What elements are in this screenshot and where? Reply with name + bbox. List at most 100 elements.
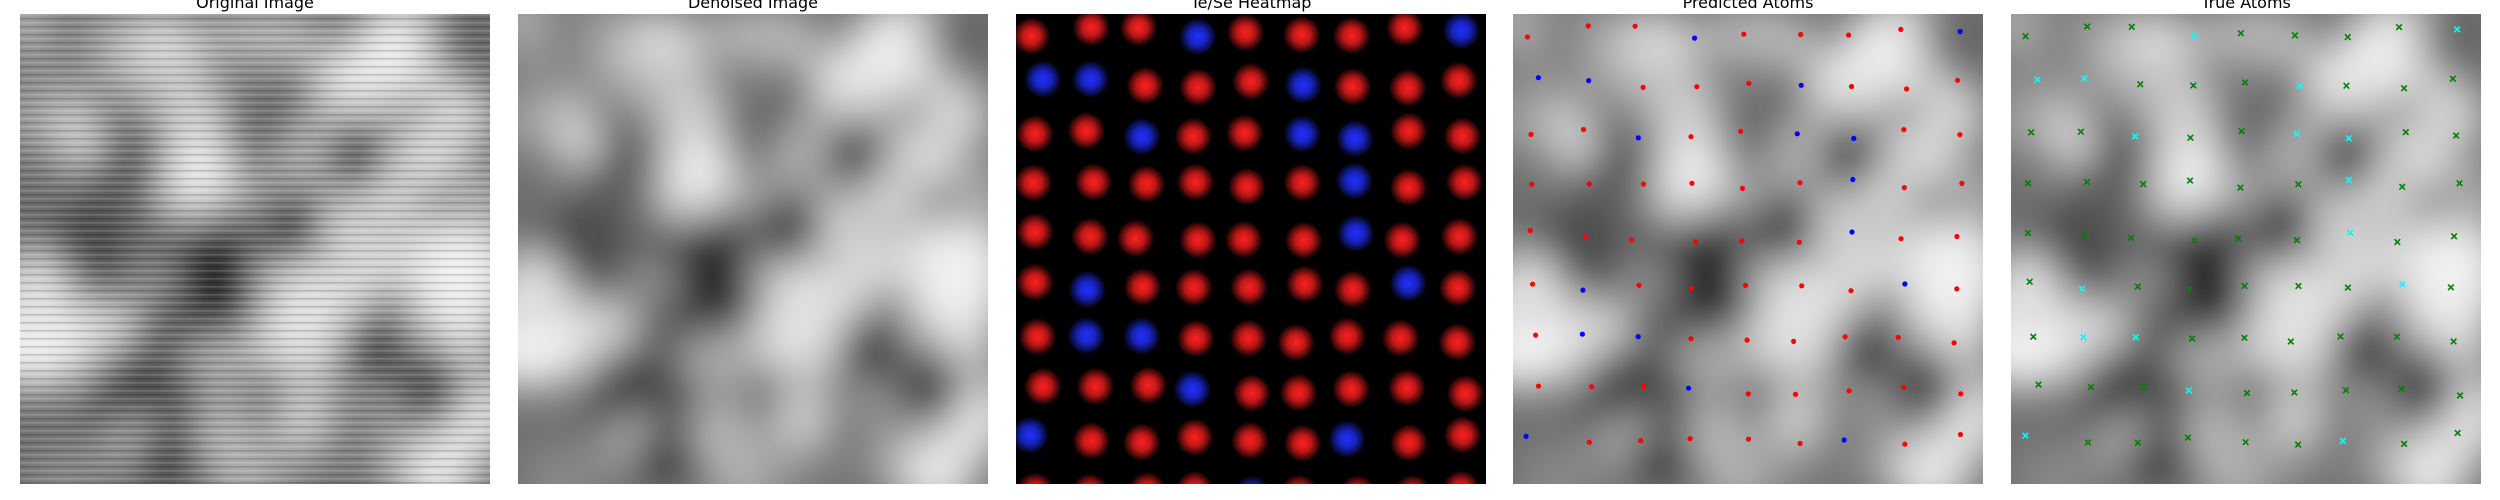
te-heat-spot	[1074, 163, 1113, 202]
predicted-atom-marker	[1688, 336, 1694, 342]
true-atom-marker	[2189, 82, 2197, 89]
true-atom-marker	[2344, 33, 2352, 41]
predicted-atom-marker	[1741, 31, 1747, 37]
true-atom-marker	[2035, 381, 2042, 388]
predicted-atom-marker	[1745, 391, 1751, 397]
te-heat-spot	[1333, 67, 1372, 106]
true-atom-marker	[2083, 23, 2091, 30]
true-atom-marker	[2400, 84, 2408, 92]
te-heat-spot	[1016, 263, 1054, 302]
predicted-atom-marker	[1692, 239, 1699, 245]
true-atom-marker	[2293, 130, 2300, 138]
te-heat-spot	[1016, 163, 1053, 202]
te-heat-spot	[1385, 14, 1424, 47]
panel-title: True Atoms	[2201, 0, 2291, 12]
predicted-atom-marker	[1797, 440, 1803, 447]
true-atom-marker	[2131, 132, 2139, 140]
true-atom-marker	[2399, 280, 2406, 288]
true-atom-marker	[2184, 434, 2192, 442]
te-heat-spot	[1179, 68, 1218, 107]
predicted-atom-marker	[1746, 80, 1752, 86]
true-atom-marker	[2237, 29, 2245, 37]
te-heat-spot	[1072, 14, 1111, 47]
panel-denoised: Denoised Image	[518, 0, 988, 500]
true-atom-marker	[2027, 128, 2035, 136]
predicted-atom-marker	[1895, 334, 1901, 340]
se-heat-spot	[1071, 60, 1110, 99]
true-atom-marker	[2344, 284, 2352, 291]
true-atom-marker	[2402, 128, 2410, 136]
true-atom-marker	[2241, 79, 2249, 86]
te-heat-spot	[1442, 470, 1480, 484]
te-heat-spot	[1119, 14, 1158, 47]
te-heat-spot	[1282, 15, 1321, 54]
predicted-atom-marker	[1580, 126, 1587, 133]
predicted-atom-marker	[1635, 135, 1641, 141]
te-heat-spot	[1383, 221, 1422, 260]
predicted-atom-marker	[1640, 383, 1647, 390]
predicted-atom-marker	[1586, 78, 1592, 84]
true-atom-marker	[2139, 180, 2147, 188]
true-atom-marker	[2026, 278, 2034, 286]
te-heat-spot	[1282, 474, 1316, 484]
se-heat-spot	[1389, 264, 1428, 303]
predicted-atom-marker	[1687, 436, 1693, 442]
te-heat-spot	[1174, 117, 1213, 156]
panel-image-original	[20, 14, 490, 484]
se-heat-spot	[1284, 66, 1323, 105]
predicted-atom-marker	[1739, 238, 1745, 244]
predicted-atom-marker	[1791, 338, 1797, 344]
true-atom-marker	[2081, 231, 2088, 239]
panel-predicted: Predicted Atoms	[1513, 0, 1983, 500]
true-atom-marker	[2186, 177, 2194, 184]
true-atom-marker	[2345, 176, 2353, 184]
te-heat-spot	[1389, 112, 1428, 151]
predicted-atom-marker	[1744, 337, 1750, 343]
true-atom-marker	[2242, 438, 2250, 446]
true-atom-marker	[2190, 32, 2198, 40]
true-atom-marker	[2188, 335, 2196, 343]
true-atom-marker	[2241, 282, 2248, 290]
predicted-atom-marker	[1640, 181, 1646, 187]
predicted-atom-marker	[1640, 84, 1646, 90]
predicted-atom-marker	[1796, 239, 1802, 245]
true-atom-marker	[2447, 283, 2455, 291]
te-heat-spot	[1018, 317, 1057, 356]
predicted-atom-marker	[1586, 439, 1592, 445]
panel-title: Original Image	[196, 0, 314, 12]
predicted-atom-marker	[1792, 391, 1799, 397]
true-atom-marker	[2078, 285, 2086, 293]
predicted-atom-marker	[1580, 287, 1586, 293]
te-heat-spot	[1016, 114, 1054, 153]
panel-original: Original Image	[20, 0, 490, 500]
true-atom-marker	[2080, 333, 2087, 341]
true-atom-marker	[2290, 389, 2298, 396]
predicted-atom-marker	[1529, 181, 1535, 187]
predicted-atom-marker	[1636, 282, 1642, 288]
true-atom-marker	[2345, 134, 2353, 142]
predicted-atom-marker	[1849, 229, 1855, 235]
true-atom-marker	[2024, 229, 2032, 237]
true-atom-marker	[2452, 132, 2460, 140]
predicted-atom-marker	[1957, 431, 1964, 438]
true-atom-marker	[2140, 383, 2148, 391]
true-atom-marker	[2339, 437, 2347, 445]
te-heat-spot	[1071, 217, 1110, 256]
predicted-atom-marker	[1848, 288, 1854, 294]
true-atom-marker	[2393, 238, 2401, 246]
se-heat-spot	[1068, 270, 1107, 309]
te-heat-spot	[1443, 416, 1482, 454]
predicted-atom-marker	[1692, 35, 1698, 41]
predicted-atom-marker	[1799, 283, 1805, 289]
se-heat-spot	[1442, 14, 1481, 50]
true-atom-marker	[2450, 338, 2457, 345]
true-atom-marker	[2237, 184, 2244, 192]
predicted-atom-marker	[1689, 180, 1695, 186]
predicted-atom-marker	[1745, 436, 1752, 442]
predicted-atom-marker	[1535, 383, 1542, 389]
te-heat-spot	[1176, 319, 1215, 358]
true-atom-marker	[2294, 180, 2302, 188]
te-heat-spot	[1175, 418, 1214, 457]
true-atom-marker	[2084, 438, 2092, 446]
predicted-atom-marker	[1901, 127, 1907, 133]
